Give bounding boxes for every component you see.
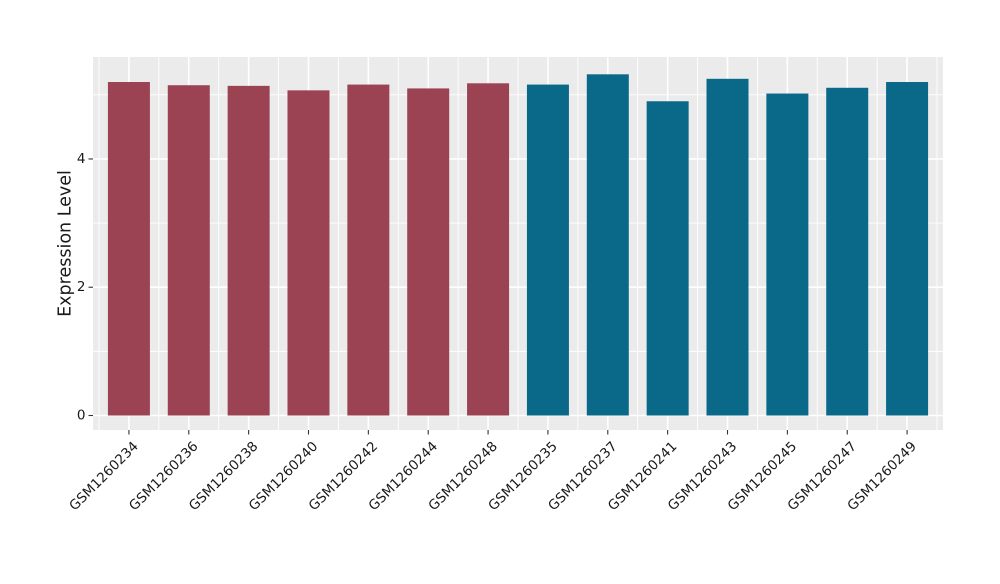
bar-GSM1260237 bbox=[586, 74, 629, 416]
y-axis-label: Expression Level bbox=[56, 170, 76, 317]
bar-GSM1260241 bbox=[646, 101, 689, 416]
y-tick-label: 2 bbox=[77, 279, 86, 295]
bar-GSM1260247 bbox=[826, 87, 869, 416]
bar-GSM1260236 bbox=[167, 85, 210, 416]
bar-GSM1260234 bbox=[107, 82, 150, 416]
bar-GSM1260245 bbox=[766, 93, 809, 416]
y-tick-label: 0 bbox=[77, 408, 86, 424]
bar-GSM1260249 bbox=[886, 82, 929, 416]
y-tick-label: 4 bbox=[77, 151, 86, 167]
bar-GSM1260242 bbox=[347, 84, 390, 416]
bar-GSM1260240 bbox=[287, 90, 330, 416]
bar-GSM1260238 bbox=[227, 85, 270, 416]
bar-GSM1260243 bbox=[706, 78, 749, 416]
bar-GSM1260235 bbox=[526, 84, 569, 416]
bar-GSM1260244 bbox=[407, 88, 450, 416]
bar-GSM1260248 bbox=[467, 83, 510, 416]
